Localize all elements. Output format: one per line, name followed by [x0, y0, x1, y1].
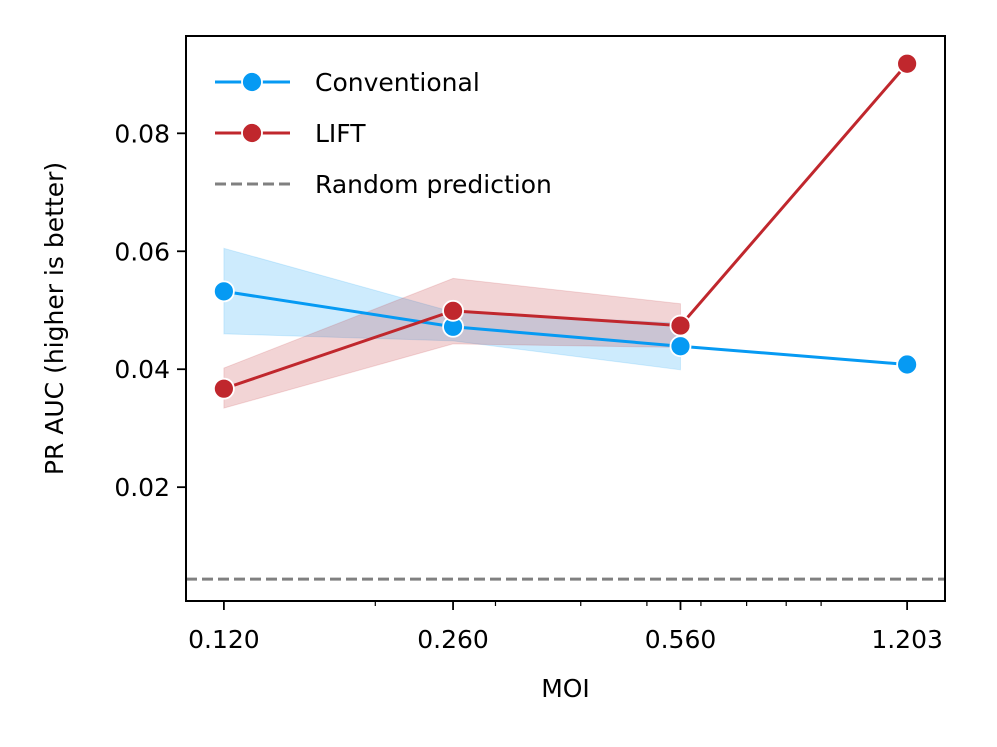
x-tick-label: 1.203 — [871, 625, 943, 654]
y-tick-label: 0.02 — [114, 473, 170, 502]
legend-label-conventional: Conventional — [315, 68, 480, 97]
y-tick-label: 0.04 — [114, 355, 170, 384]
x-tick-label: 0.120 — [188, 625, 260, 654]
plot-frame — [185, 35, 946, 602]
y-tick-label: 0.08 — [114, 119, 170, 148]
data-point-conventional — [212, 280, 235, 303]
series-line-lift — [223, 62, 909, 391]
legend-marker-lift — [241, 122, 263, 144]
series-line-conventional — [223, 289, 908, 366]
legend: Conventional LIFT Random prediction — [215, 68, 552, 199]
legend-label-lift: LIFT — [315, 119, 366, 148]
x-tick-label: 0.560 — [645, 625, 717, 654]
legend-label-random-prediction: Random prediction — [315, 170, 552, 199]
legend-marker-conventional — [241, 71, 263, 93]
x-axis-label: MOI — [541, 674, 590, 703]
plot-layer — [186, 52, 945, 581]
x-tick-label: 0.260 — [417, 625, 489, 654]
data-point-lift — [669, 314, 692, 337]
data-point-lift — [442, 299, 464, 322]
y-axis-label: PR AUC (higher is better) — [40, 162, 69, 475]
axes-layer: 0.120 0.260 0.560 1.203 0.02 0.04 0.06 0.08 — [114, 119, 943, 654]
y-tick-label: 0.06 — [114, 237, 170, 266]
data-point-conventional — [896, 353, 919, 376]
data-point-lift — [896, 52, 919, 75]
data-point-conventional — [669, 335, 692, 358]
data-point-lift — [212, 377, 235, 400]
